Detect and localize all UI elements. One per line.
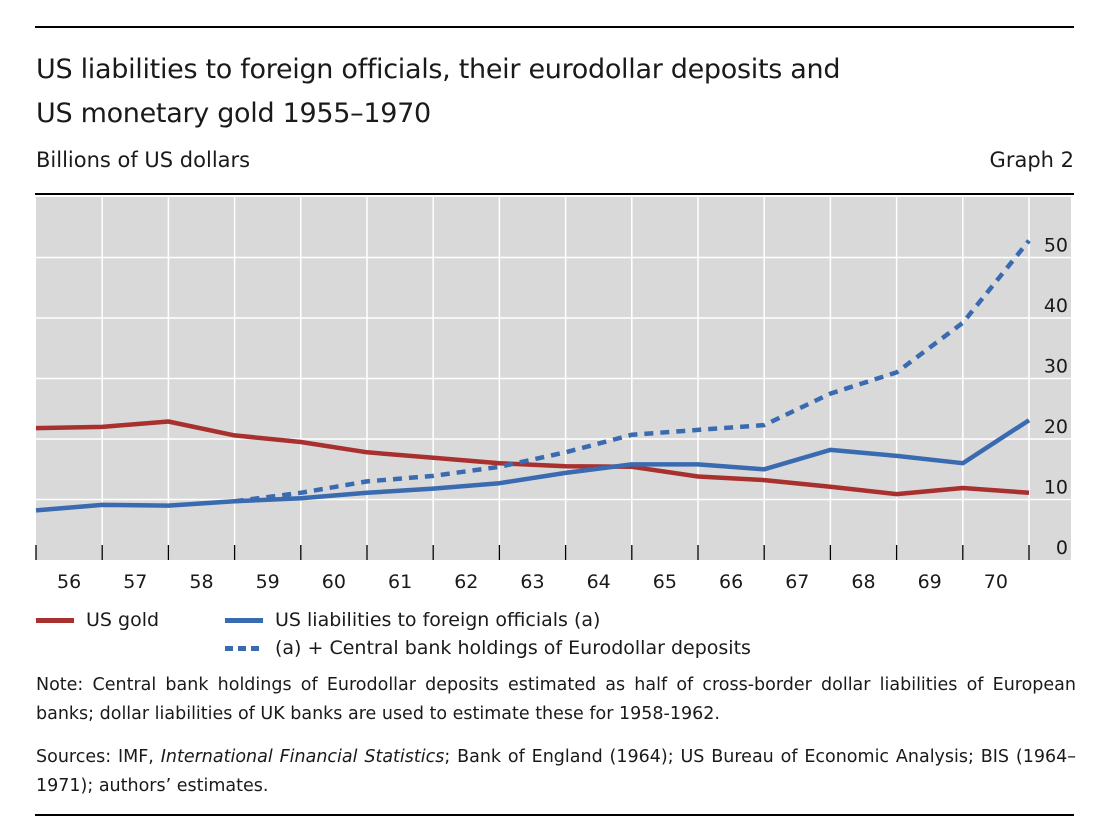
- series-line-us-liabilities: [35, 418, 1031, 513]
- y-tick-label: 10: [1044, 477, 1068, 499]
- x-tick-label: 67: [785, 571, 809, 593]
- x-tick-label: 70: [984, 571, 1008, 593]
- legend-swatch-dashed: [225, 645, 263, 651]
- legend-swatch-gold: [36, 617, 74, 623]
- y-tick-label: 0: [1056, 537, 1068, 559]
- sources-prefix: Sources: IMF,: [36, 747, 161, 767]
- legend-item-liabilities: US liabilities to foreign officials (a): [225, 609, 600, 631]
- y-tick-label: 40: [1044, 295, 1068, 317]
- chart-title: US liabilities to foreign officials, the…: [36, 48, 1036, 136]
- y-tick-label: 30: [1044, 356, 1068, 378]
- bottom-rule: [35, 814, 1074, 816]
- note-text: Note: Central bank holdings of Eurodolla…: [36, 675, 1076, 724]
- x-tick-label: 59: [256, 571, 280, 593]
- x-tick-label: 66: [719, 571, 743, 593]
- sources-text: Sources: IMF, International Financial St…: [36, 743, 1076, 801]
- legend-swatch-liabilities: [225, 617, 263, 623]
- series-line-us-gold: [35, 419, 1030, 497]
- legend-label: US liabilities to foreign officials (a): [275, 609, 601, 631]
- x-tick-label: 58: [189, 571, 213, 593]
- x-tick-label: 56: [57, 571, 81, 593]
- series-line-eurodollar-dashed: [234, 239, 1031, 504]
- y-tick-label: 50: [1044, 235, 1068, 257]
- legend-item-us-gold: US gold: [36, 609, 159, 631]
- x-axis-labels: 56 57 58 59 60 61 62 63 64 65 66 67 68 69 70: [57, 571, 1008, 593]
- sources-italic: International Financial Statistics: [160, 747, 445, 767]
- chart-top-rule: [35, 193, 1074, 195]
- x-tick-label: 57: [123, 571, 147, 593]
- title-line-2: US monetary gold 1955–1970: [36, 98, 431, 129]
- graph-number: Graph 2: [989, 148, 1074, 172]
- legend-item-eurodollar: (a) + Central bank holdings of Eurodolla…: [225, 637, 751, 659]
- y-tick-label: 20: [1044, 416, 1068, 438]
- top-rule: [35, 26, 1074, 28]
- title-line-1: US liabilities to foreign officials, the…: [36, 54, 841, 85]
- x-tick-label: 64: [587, 571, 611, 593]
- y-axis-labels: 0 10 20 30 40 50: [1044, 235, 1068, 560]
- x-tick-label: 62: [454, 571, 478, 593]
- series-lines: [35, 239, 1031, 513]
- x-tick-label: 60: [322, 571, 346, 593]
- x-tick-label: 63: [520, 571, 544, 593]
- legend-label: (a) + Central bank holdings of Eurodolla…: [275, 637, 751, 659]
- x-axis-ticks: [35, 545, 1030, 560]
- sources-rest: ; Bank of England (1964); US Bureau of E…: [36, 747, 1077, 796]
- line-chart: 0 10 20 30 40 50 56 57 58 59 60 61 62 63 64 65 66 67 68 69…: [35, 197, 1071, 593]
- x-tick-label: 65: [653, 571, 677, 593]
- x-tick-label: 68: [851, 571, 875, 593]
- legend-label: US gold: [86, 609, 160, 631]
- unit-label: Billions of US dollars: [36, 148, 251, 172]
- horizontal-gridlines: [36, 256, 1071, 501]
- x-tick-label: 69: [918, 571, 942, 593]
- x-tick-label: 61: [388, 571, 412, 593]
